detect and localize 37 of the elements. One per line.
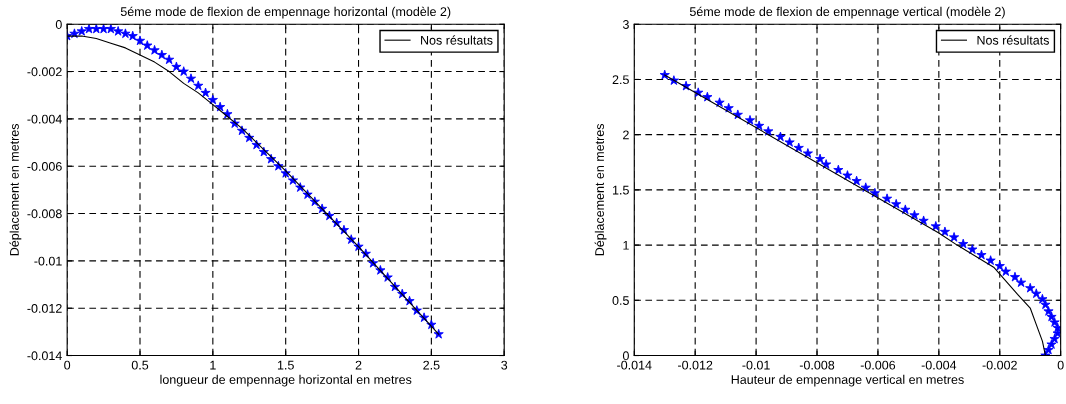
y-axis-title: Déplacement en metres: [9, 123, 22, 256]
legend-label: Nos résultats: [421, 35, 493, 45]
y-tick-label: -0.002: [27, 67, 62, 77]
y-tick-label: 0.5: [612, 296, 629, 305]
y-tick-label: -0.012: [27, 304, 62, 313]
x-tick-label: -0.008: [799, 360, 835, 370]
y-tick-label: -0.004: [27, 114, 62, 124]
y-tick-label: 2.5: [612, 75, 629, 85]
x-tick-label: 3: [501, 360, 508, 370]
x-axis-title: longueur de empennage horizontal en metres: [160, 374, 412, 387]
y-tick-label: -0.014: [27, 351, 62, 361]
x-axis-title: Hauteur de empennage vertical en metres: [731, 374, 964, 387]
y-tick-label: -0.008: [27, 209, 62, 219]
x-tick-label: -0.002: [982, 360, 1017, 370]
x-tick-label: 0.5: [131, 360, 149, 370]
x-tick-label: 0: [64, 360, 71, 370]
x-tick-label: -0.012: [678, 360, 713, 370]
chart-title: 5éme mode de flexion de empennage horizontal (modèle 2): [120, 6, 451, 19]
x-tick-label: -0.01: [742, 360, 770, 370]
x-tick-label: 0: [1057, 360, 1064, 370]
y-tick-label: 0: [55, 20, 62, 29]
y-tick-label: 3: [622, 20, 629, 29]
x-tick-label: 1.5: [277, 360, 294, 370]
y-tick-label: 0: [622, 351, 629, 361]
x-tick-label: 2: [355, 360, 362, 370]
legend-label: Nos résultats: [977, 35, 1049, 45]
x-tick-label: -0.006: [860, 360, 896, 370]
x-tick-label: -0.004: [921, 360, 957, 370]
chart-title: 5éme mode de flexion de empennage vertical (modèle 2): [689, 6, 1005, 19]
x-tick-label: 1: [210, 360, 216, 370]
x-tick-label: 2.5: [423, 360, 440, 370]
y-axis-title: Déplacement en metres: [594, 123, 607, 256]
y-tick-label: 2: [623, 130, 629, 140]
y-tick-label: 1: [623, 241, 629, 250]
y-tick-label: -0.01: [34, 256, 62, 266]
y-tick-label: -0.006: [27, 162, 62, 171]
y-tick-label: 1.5: [612, 185, 629, 195]
